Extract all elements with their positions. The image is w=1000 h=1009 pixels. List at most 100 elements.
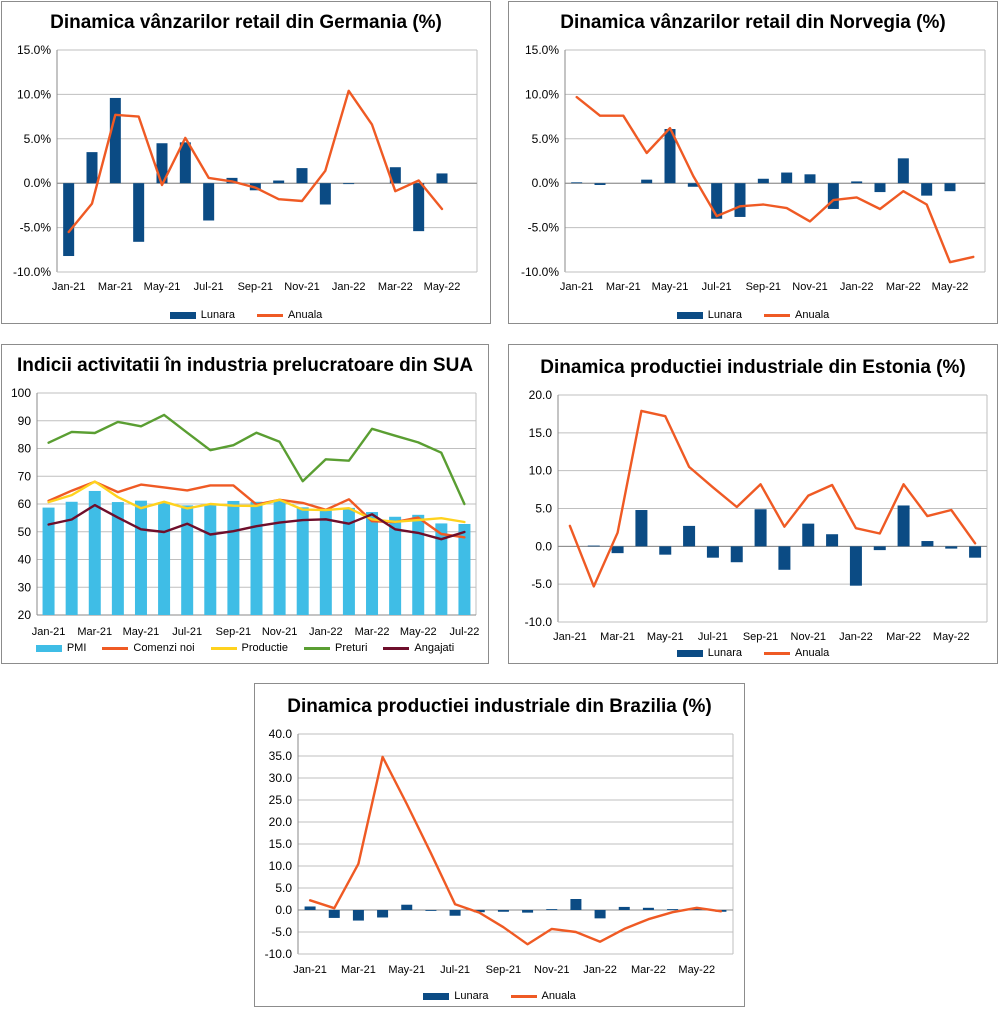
legend-swatch-line <box>383 646 410 650</box>
y-tick-label: 20.0 <box>529 388 553 402</box>
bar <box>659 546 672 555</box>
bar <box>319 183 331 205</box>
legend-label: Comenzi noi <box>133 642 195 654</box>
bar <box>734 183 746 217</box>
bar <box>273 180 285 184</box>
chart-plot-brazilia: 40.0 35.0 30.0 25.0 20.0 15.0 10.0 5.0 0.0 -5.0 -1… <box>265 727 734 976</box>
series-line <box>575 95 975 264</box>
x-tick-label: Jul-22 <box>449 626 479 638</box>
x-tick-label: Jan-22 <box>583 964 617 976</box>
chart-panel-germania: Dinamica vânzarilor retail din Germania … <box>1 1 491 324</box>
chart-panel-norvegia: Dinamica vânzarilor retail din Norvegia … <box>508 1 998 324</box>
series-line <box>67 89 444 234</box>
legend-swatch-line <box>764 651 790 655</box>
bar <box>944 183 956 192</box>
bar <box>181 505 194 615</box>
bar <box>497 910 509 912</box>
bar <box>611 546 624 554</box>
x-tick-label: May-22 <box>400 626 437 638</box>
series-line <box>568 409 977 588</box>
legend-label: Anuala <box>288 309 323 321</box>
series-line <box>47 413 466 506</box>
y-tick-label: -5.0% <box>528 221 560 235</box>
legend-label: PMI <box>66 642 87 654</box>
bar <box>618 906 630 910</box>
chart-title: Dinamica vânzarilor retail din Germania … <box>50 12 442 33</box>
bar <box>827 183 839 209</box>
x-tick-label: Jan-21 <box>560 281 594 293</box>
x-tick-label: Jan-22 <box>332 281 366 293</box>
y-tick-label: -10.0% <box>13 265 51 279</box>
y-tick-label: 10.0 <box>269 859 293 873</box>
bar <box>63 183 75 257</box>
x-tick-label: Sep-21 <box>216 626 251 638</box>
y-tick-label: -10.0% <box>521 265 559 279</box>
legend-label: Anuala <box>541 990 576 1002</box>
x-tick-label: Jul-21 <box>702 281 732 293</box>
x-tick-label: May-21 <box>647 631 684 643</box>
x-tick-label: Nov-21 <box>262 626 297 638</box>
legend-item-pmi: PMI <box>35 642 87 654</box>
chart-title: Dinamica vânzarilor retail din Norvegia … <box>560 12 946 33</box>
x-tick-label: Sep-21 <box>238 281 273 293</box>
chart-title: Dinamica productiei industriale din Braz… <box>287 696 712 717</box>
y-tick-label: 40.0 <box>269 727 293 741</box>
legend-item-lunara: Lunara <box>169 309 235 321</box>
bar <box>874 183 886 193</box>
series-line <box>308 755 723 946</box>
bar <box>641 179 653 184</box>
x-tick-label: Jul-21 <box>440 964 470 976</box>
bar <box>458 523 471 615</box>
x-tick-label: May-21 <box>388 964 425 976</box>
bar <box>377 910 389 918</box>
y-tick-label: -5.0% <box>20 221 52 235</box>
bar <box>86 152 98 184</box>
bar <box>587 545 600 547</box>
bar <box>366 512 379 615</box>
bar <box>730 546 743 563</box>
legend-swatch-line <box>304 646 330 650</box>
bar <box>921 541 934 547</box>
chart-legend: Lunara Anuala <box>509 647 997 659</box>
legend-label: Lunara <box>707 647 742 659</box>
legend-swatch-bar <box>676 311 703 319</box>
series-line <box>47 480 466 524</box>
y-tick-label: 30.0 <box>269 771 293 785</box>
x-tick-label: May-22 <box>932 281 969 293</box>
bar <box>111 502 124 615</box>
x-tick-label: Jul-21 <box>172 626 202 638</box>
x-tick-label: Jan-22 <box>309 626 343 638</box>
y-tick-label: 10.0 <box>529 464 553 478</box>
bar <box>88 490 101 615</box>
bar <box>522 910 534 913</box>
bar <box>449 910 461 916</box>
y-tick-label: 90 <box>18 414 32 428</box>
legend-item-anuala: Anuala <box>764 309 829 321</box>
x-tick-label: Mar-22 <box>886 631 921 643</box>
bar <box>711 183 723 219</box>
bar <box>343 183 355 185</box>
y-tick-label: 20 <box>18 608 32 622</box>
bar <box>389 167 401 184</box>
x-tick-label: Sep-21 <box>746 281 781 293</box>
bar <box>594 910 606 919</box>
bar <box>401 904 413 910</box>
legend-item-anuala: Anuala <box>510 990 576 1002</box>
legend-item-angajati: Angajati <box>383 642 454 654</box>
chart-panel-estonia: Dinamica productiei industriale din Esto… <box>508 344 998 664</box>
series-line <box>47 503 466 541</box>
y-tick-label: 0.0% <box>532 176 560 190</box>
y-tick-label: -5.0 <box>531 577 552 591</box>
x-tick-label: Nov-21 <box>534 964 569 976</box>
bar <box>42 507 55 615</box>
bar <box>778 546 791 570</box>
bar <box>328 910 340 918</box>
x-tick-label: Mar-22 <box>886 281 921 293</box>
chart-legend: Lunara Anuala <box>509 309 997 321</box>
y-tick-label: 15.0% <box>17 43 51 57</box>
legend-swatch-line <box>510 994 537 998</box>
legend-swatch-bar <box>676 649 703 657</box>
y-tick-label: 5.0% <box>532 132 560 146</box>
bar <box>664 129 676 184</box>
x-tick-label: Mar-21 <box>341 964 376 976</box>
